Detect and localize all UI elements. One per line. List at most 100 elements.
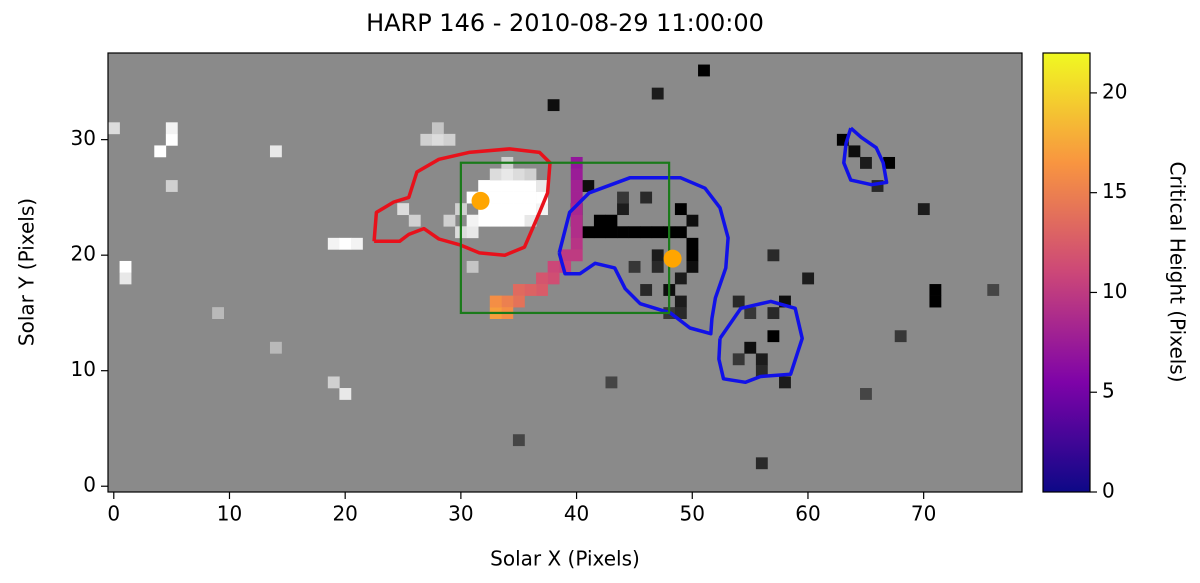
- contour: [372, 147, 552, 257]
- pixel: [350, 237, 363, 250]
- pixel: [154, 145, 167, 158]
- pixel: [524, 191, 537, 204]
- x-tick-label: 50: [680, 502, 705, 526]
- pixel: [593, 226, 606, 239]
- pixel: [836, 133, 849, 146]
- pixel: [119, 272, 132, 285]
- pixel: [489, 191, 502, 204]
- pixel: [489, 214, 502, 227]
- pixel: [512, 191, 525, 204]
- critical-height-cell: [570, 249, 583, 262]
- pixel: [489, 203, 502, 216]
- contour: [557, 176, 730, 336]
- critical-height-cell: [559, 260, 572, 273]
- pixel: [536, 180, 548, 192]
- critical-height-cell: [570, 237, 583, 250]
- pixel: [617, 191, 629, 204]
- pixel: [871, 180, 884, 192]
- pixel: [779, 295, 791, 308]
- x-tick-label: 30: [448, 502, 473, 526]
- pixel: [478, 214, 491, 227]
- pixel: [524, 214, 537, 227]
- y-tick-label: 30: [71, 126, 96, 150]
- colorbar-tick-label: 0: [1102, 479, 1115, 503]
- pixel: [478, 180, 491, 192]
- pixel: [443, 133, 456, 146]
- critical-height-cell: [524, 284, 537, 296]
- pixel: [501, 191, 514, 204]
- pixel: [744, 341, 757, 354]
- pixel: [327, 376, 340, 389]
- contour: [717, 299, 804, 385]
- critical-height-cell: [570, 191, 583, 204]
- pixel: [501, 203, 514, 216]
- colorbar-tick-label: 5: [1102, 379, 1115, 403]
- critical-height-cell: [570, 214, 583, 227]
- critical-height-cell: [512, 284, 525, 296]
- plot-frame: [107, 52, 1023, 493]
- pixel: [605, 226, 618, 239]
- x-tick-label: 0: [107, 502, 120, 526]
- pixel: [744, 307, 757, 320]
- pixel: [640, 284, 653, 296]
- y-tick-label: 10: [71, 357, 96, 381]
- critical-height-cell: [547, 272, 560, 285]
- pixel: [605, 214, 618, 227]
- pixel: [779, 376, 791, 389]
- pixel: [212, 307, 224, 320]
- pixel: [512, 214, 525, 227]
- critical-height-cell: [512, 295, 525, 308]
- pixel: [408, 214, 421, 227]
- pixel: [802, 272, 815, 285]
- pixel: [767, 249, 780, 262]
- pixel: [686, 237, 699, 250]
- pixel: [860, 156, 872, 169]
- x-tick-label: 10: [217, 502, 242, 526]
- critical-height-cell: [570, 203, 583, 216]
- critical-height-cell: [501, 295, 514, 308]
- y-tick-label: 20: [71, 242, 96, 266]
- pixel: [617, 226, 629, 239]
- pixel: [431, 122, 444, 135]
- x-tick-label: 40: [564, 502, 589, 526]
- pixel: [269, 145, 282, 158]
- x-tick-label: 60: [795, 502, 820, 526]
- pixel: [466, 214, 479, 227]
- pixel: [628, 226, 641, 239]
- pixel: [327, 237, 340, 250]
- pixel: [582, 226, 595, 239]
- colorbar-tick-label: 10: [1102, 279, 1127, 303]
- pixel: [524, 203, 537, 216]
- pixel: [512, 434, 525, 447]
- pixel: [929, 295, 942, 308]
- pixel: [165, 133, 178, 146]
- x-tick-label: 20: [332, 502, 357, 526]
- colorbar: [1042, 52, 1091, 493]
- critical-height-cell: [547, 260, 560, 273]
- critical-height-cell: [570, 226, 583, 239]
- pixel: [732, 295, 745, 308]
- pixel: [593, 214, 606, 227]
- pixel: [489, 180, 502, 192]
- colorbar-tick-label: 20: [1102, 79, 1127, 103]
- colorbar-tick-label: 15: [1102, 179, 1127, 203]
- x-tick-label: 70: [911, 502, 936, 526]
- pixel: [651, 260, 664, 273]
- pixel: [547, 99, 560, 112]
- pixel: [651, 87, 664, 100]
- pixel: [501, 214, 514, 227]
- pixel: [536, 191, 548, 204]
- pixel: [605, 376, 618, 389]
- pixel: [108, 122, 120, 135]
- pixel: [755, 457, 768, 470]
- critical-height-cell: [489, 295, 502, 308]
- region-box: [459, 161, 671, 315]
- pixel: [651, 249, 664, 262]
- pixel: [524, 180, 537, 192]
- pixel: [686, 260, 699, 273]
- pixel: [917, 203, 930, 216]
- pixel: [119, 260, 132, 273]
- pixel: [339, 237, 352, 250]
- pixel: [512, 168, 525, 181]
- pixel: [767, 330, 780, 343]
